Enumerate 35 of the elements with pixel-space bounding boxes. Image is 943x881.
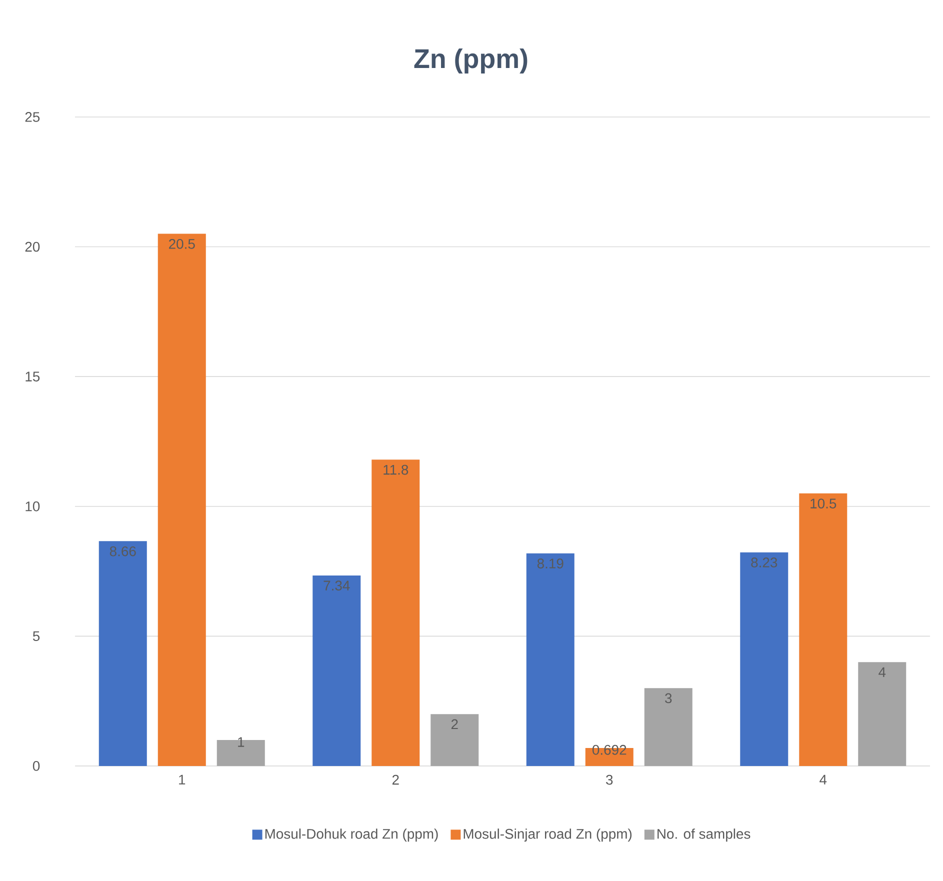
bar [98, 541, 147, 766]
x-tick-label: 4 [820, 774, 827, 784]
data-label: 11.8 [384, 464, 408, 475]
x-tick-label: 2 [392, 774, 399, 785]
data-label: 8.66 [110, 546, 136, 556]
legend-label: No. of samples [658, 828, 750, 842]
bar [858, 662, 906, 766]
bar [372, 460, 420, 766]
bar [644, 688, 692, 766]
data-label: 2 [451, 719, 458, 729]
x-tick-label: 3 [606, 774, 613, 785]
data-label: 8.19 [537, 558, 564, 568]
y-tick-label: 20 [25, 242, 40, 252]
data-label: 10.5 [810, 498, 836, 508]
y-tick-label: 5 [32, 631, 40, 642]
bar [799, 493, 848, 766]
data-label: 4 [878, 667, 886, 677]
data-label: 1 [238, 737, 244, 747]
x-tick-label: 1 [179, 774, 186, 784]
data-label: 3 [665, 693, 672, 704]
bar [430, 714, 479, 766]
data-label: 7.34 [324, 580, 350, 591]
y-tick-label: 0 [32, 761, 40, 771]
data-label: 20.5 [169, 238, 195, 249]
bar [312, 575, 361, 766]
y-tick-label: 25 [25, 112, 40, 122]
bar [158, 234, 206, 766]
y-tick-label: 15 [26, 372, 40, 382]
legend-label: Mosul-Sinjar road Zn (ppm) [464, 828, 632, 842]
bar [740, 552, 788, 766]
bar [526, 553, 574, 766]
y-tick-label: 10 [26, 501, 40, 512]
legend-label: Mosul-Dohuk road Zn (ppm) [265, 828, 438, 842]
data-label: 8.23 [751, 558, 778, 568]
chart-title: Zn (ppm) [414, 48, 528, 74]
